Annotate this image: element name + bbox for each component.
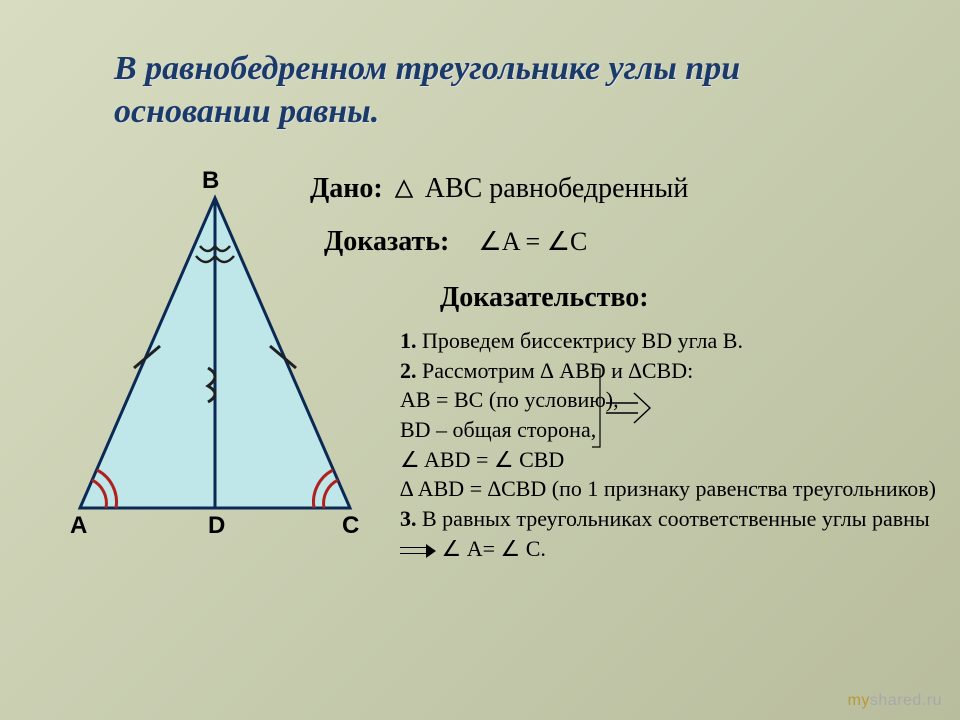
- title-line-1: В равнобедренном треугольнике углы при: [114, 50, 740, 87]
- label-a: A: [70, 512, 87, 539]
- step7-num: 3.: [400, 506, 422, 531]
- proof-heading: Доказательство:: [440, 282, 910, 314]
- proof-body: 1. 1. Проведем биссектрису BD угла В. Пр…: [400, 326, 940, 564]
- proof-step-2: 2. Рассмотрим ∆ ABD и ∆CBD:: [400, 356, 940, 386]
- watermark-rest: shared.ru: [870, 692, 942, 709]
- bracket-implies-icon: [588, 365, 658, 451]
- label-b: B: [202, 168, 219, 194]
- given-text: АВС равнобедренный: [425, 173, 689, 204]
- proof-step-4: BD – общая сторона,: [400, 415, 940, 445]
- prove-line: Доказать: ∠A = ∠C: [324, 226, 910, 258]
- proof-step-3: AB = BC (по условию),: [400, 385, 940, 415]
- given-label: Дано:: [310, 173, 383, 204]
- triangle-symbol-icon: [394, 176, 414, 206]
- slide: В равнобедренном треугольнике углы при о…: [0, 0, 960, 720]
- watermark: myshared.ru: [848, 692, 942, 710]
- step5-text: ∠ ABD = ∠ CBD: [400, 447, 564, 472]
- implies-arrow-icon: [400, 544, 436, 558]
- step1-render: Проведем биссектрису BD угла В.: [422, 328, 743, 353]
- step7-text1: В равных треугольниках соответственные у…: [422, 506, 930, 531]
- given-line: Дано: АВС равнобедренный: [310, 173, 910, 206]
- proof-step-6: ∆ ABD = ∆CBD (по 1 признаку равенства тр…: [400, 474, 940, 504]
- step1-num: 1.: [400, 328, 417, 353]
- proof-step-5: ∠ ABD = ∠ CBD: [400, 445, 940, 475]
- theorem-title: В равнобедренном треугольнике углы при о…: [114, 48, 900, 133]
- title-line-2: основании равны.: [114, 93, 379, 130]
- prove-equation: ∠A = ∠C: [478, 227, 587, 256]
- step2-num: 2.: [400, 358, 422, 383]
- label-d: D: [208, 512, 225, 539]
- watermark-my: my: [848, 692, 870, 709]
- proof-step-1: 1. 1. Проведем биссектрису BD угла В. Пр…: [400, 326, 940, 356]
- prove-label: Доказать:: [324, 226, 449, 257]
- proof-step-7: 3. В равных треугольниках соответственны…: [400, 504, 940, 563]
- step7-text2: ∠ A= ∠ C.: [442, 536, 546, 561]
